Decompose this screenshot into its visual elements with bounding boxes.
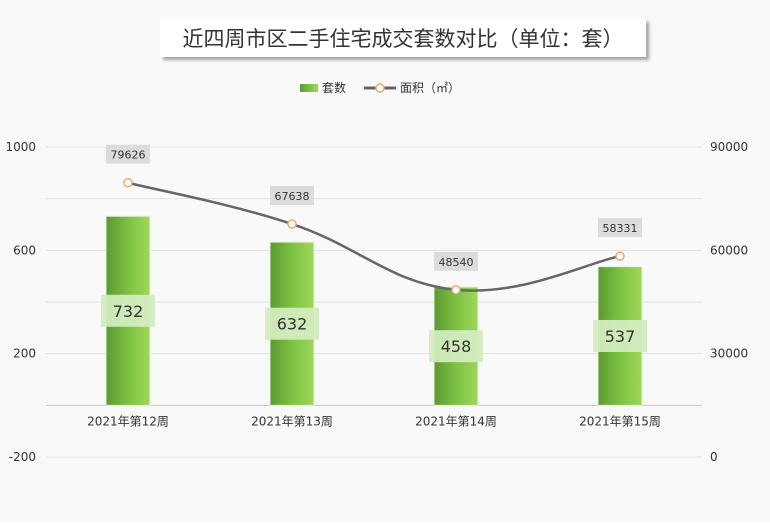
line-point [287, 219, 297, 229]
line-point [451, 285, 461, 295]
line-series [123, 177, 625, 295]
bar-label-box [101, 294, 155, 327]
legend: 套数 面积（㎡） [300, 80, 460, 95]
line-value-label: 48540 [439, 256, 474, 269]
y-axis-right: 0 30000 60000 90000 [710, 140, 748, 464]
x-tick-label: 2021年第14周 [415, 414, 497, 428]
chart-title-box [160, 19, 646, 57]
line-point [615, 251, 625, 261]
y-left-tick-label: 200 [13, 347, 36, 361]
x-tick-label: 2021年第15周 [579, 414, 661, 428]
bar-value-label: 632 [277, 315, 308, 334]
line-label-box [434, 251, 478, 271]
line-value-label: 79626 [111, 149, 146, 162]
y-right-tick-label: 60000 [710, 243, 748, 257]
legend-line-marker [375, 83, 385, 93]
bar-value-labels: 732 632 458 537 [101, 294, 647, 363]
line-point [123, 177, 133, 188]
bar-label-box [429, 330, 483, 363]
y-right-tick-label: 30000 [710, 347, 748, 361]
bar-label-box [265, 307, 319, 340]
y-left-tick-label: -200 [9, 450, 36, 464]
legend-line-label: 面积（㎡） [400, 81, 460, 95]
bar-value-label: 537 [605, 327, 636, 346]
x-axis-labels: 2021年第12周 2021年第13周 2021年第14周 2021年第15周 [87, 414, 661, 428]
chart-title-group: 近四周市区二手住宅成交套数对比（单位：套） [160, 19, 646, 57]
bar-label-box [593, 319, 647, 352]
y-left-tick-label: 1000 [5, 140, 36, 154]
bar-series [105, 215, 643, 406]
bar-value-label: 458 [441, 337, 472, 356]
y-right-tick-label: 0 [710, 450, 718, 464]
line-value-labels: 79626 67638 48540 58331 [106, 144, 642, 271]
x-tick-label: 2021年第12周 [87, 414, 169, 428]
line-value-label: 58331 [603, 222, 638, 235]
bar-value-label: 732 [113, 302, 144, 321]
y-axis-left: -200 200 600 1000 [5, 140, 36, 464]
line-label-box [106, 144, 150, 164]
x-tick-label: 2021年第13周 [251, 414, 333, 428]
legend-bar-swatch [300, 84, 318, 92]
line-value-label: 67638 [275, 190, 310, 203]
line-label-box [270, 186, 314, 206]
chart-title: 近四周市区二手住宅成交套数对比（单位：套） [183, 27, 624, 51]
y-right-tick-label: 90000 [710, 140, 748, 154]
area-line-path [127, 181, 621, 292]
line-label-box [598, 218, 642, 238]
grid-lines [46, 146, 702, 458]
y-left-tick-label: 600 [13, 243, 36, 257]
legend-bar-label: 套数 [322, 80, 346, 95]
